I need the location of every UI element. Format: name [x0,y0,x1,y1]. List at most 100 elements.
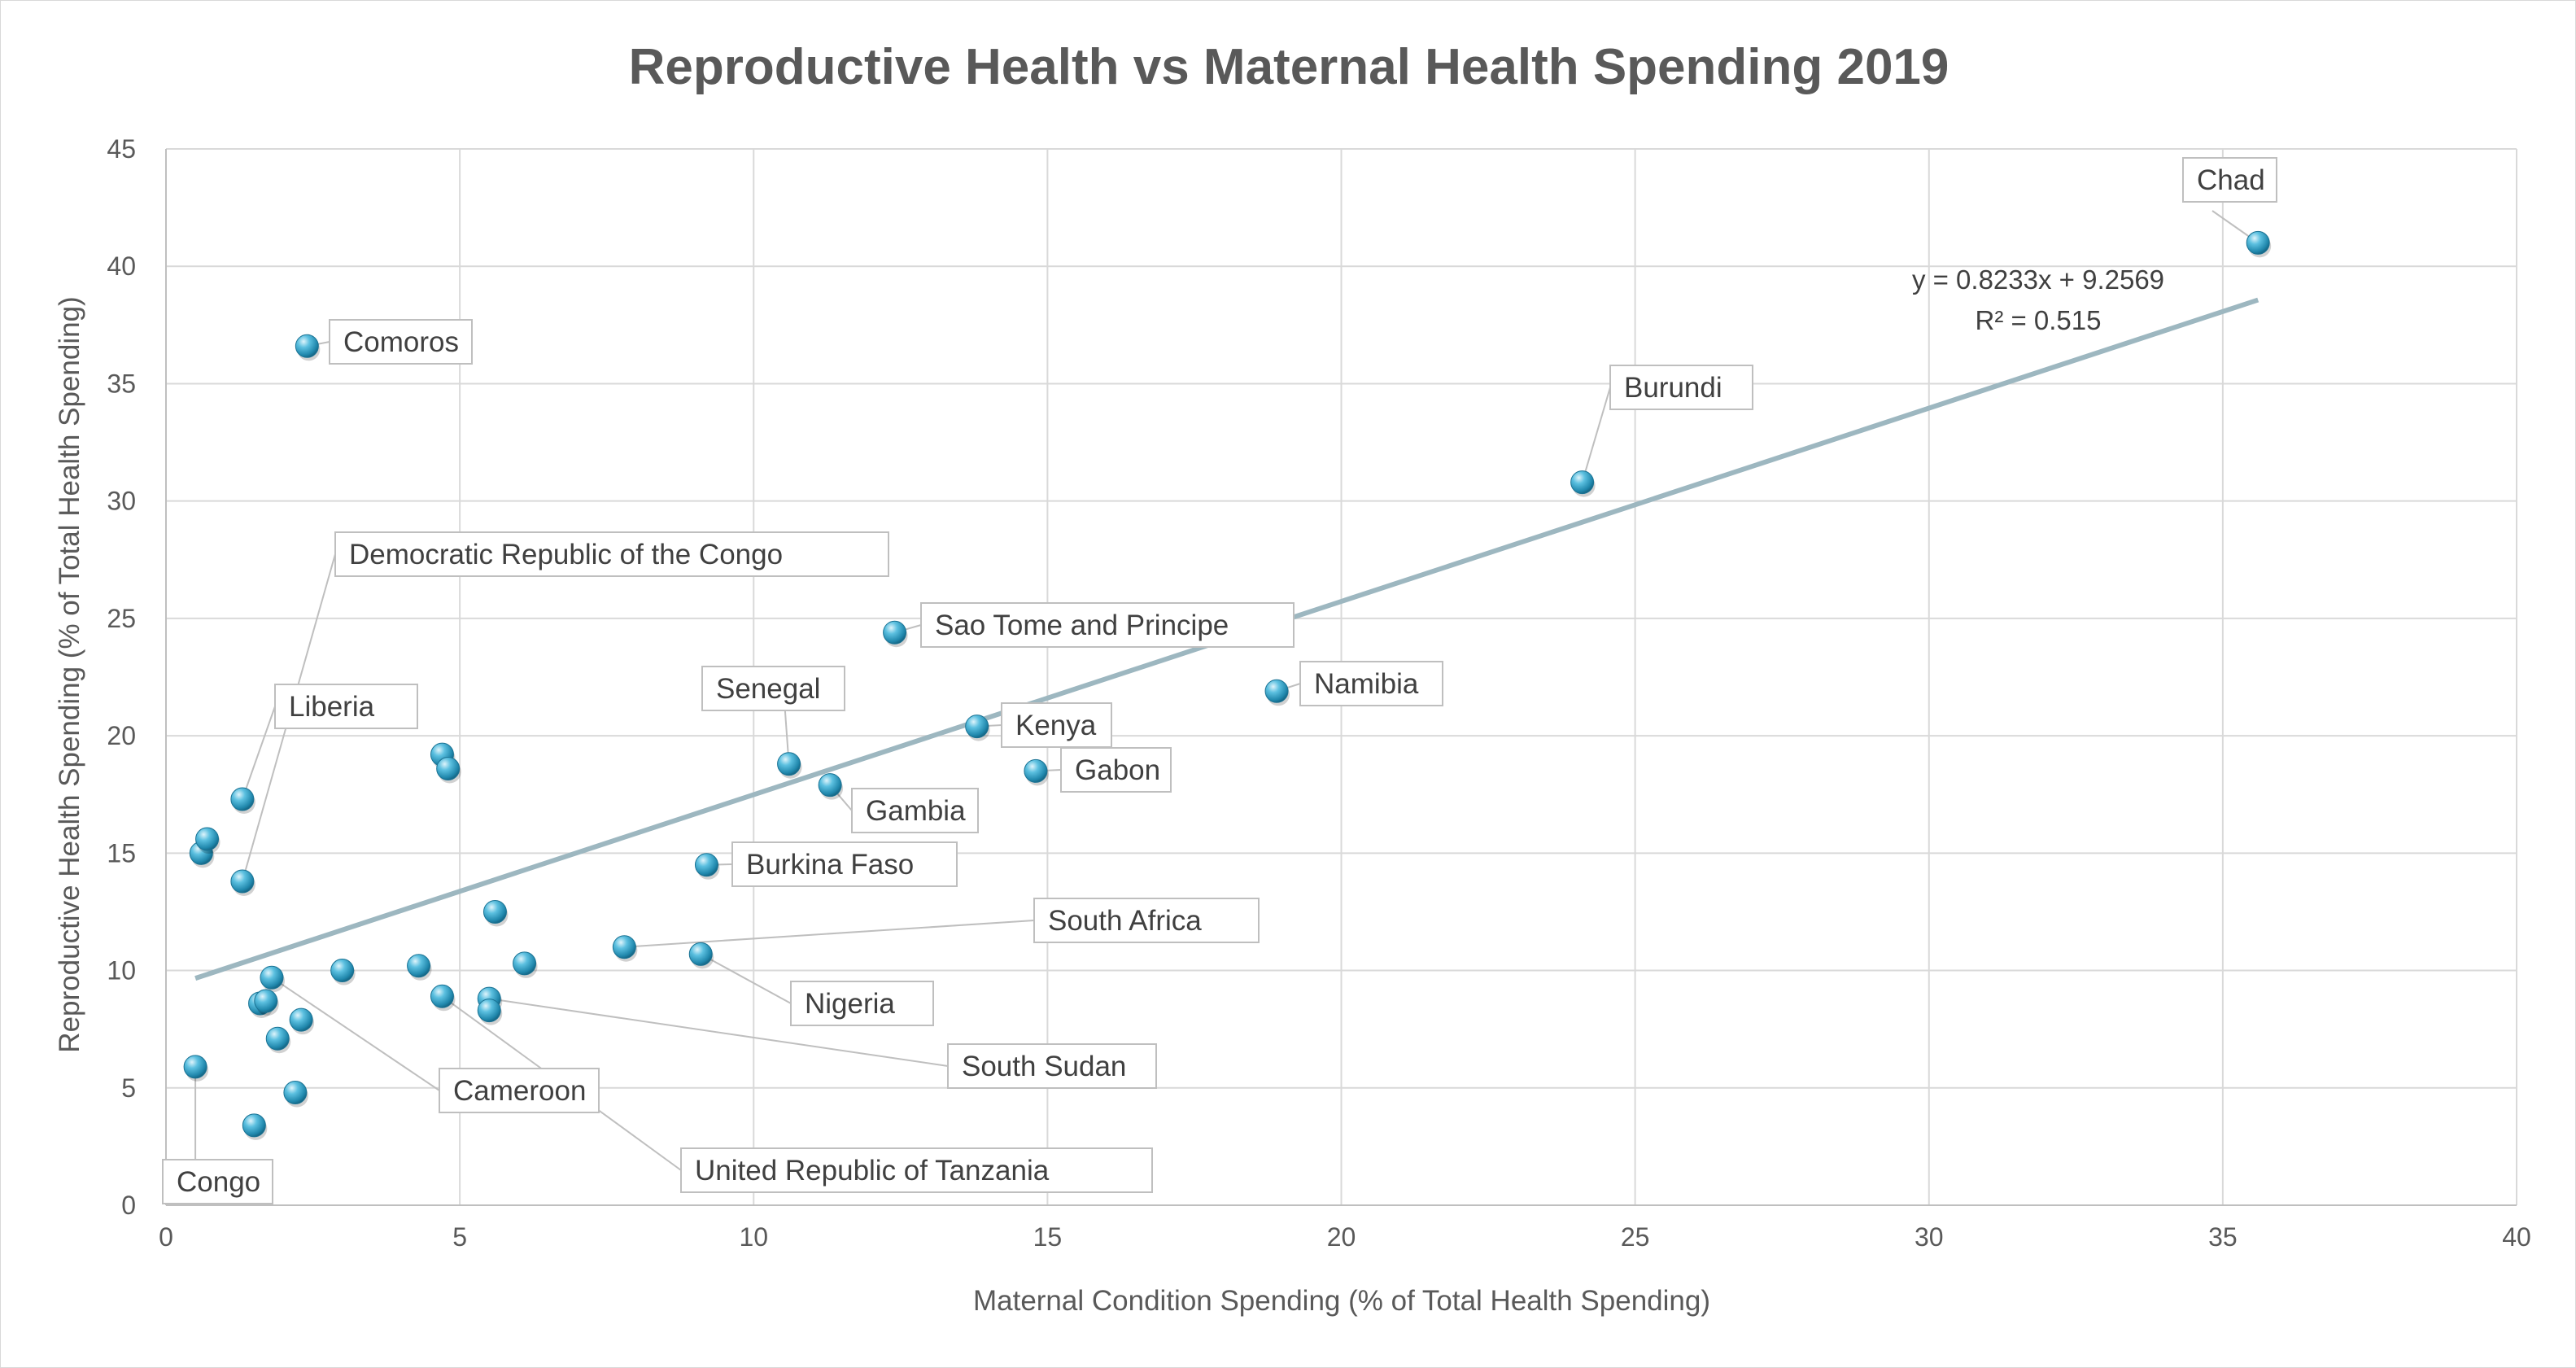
data-point [295,334,319,358]
data-label-box [701,666,845,711]
data-point [289,1007,313,1032]
data-label-box [947,1043,1157,1089]
y-tick-label: 15 [107,838,136,868]
y-tick-label: 0 [121,1191,136,1220]
data-point [694,853,718,877]
data-label: Sao Tome and Principe [935,610,1229,641]
data-point [777,752,801,776]
data-label: Burundi [1624,372,1722,404]
data-point [482,899,507,924]
data-label: Congo [177,1166,260,1198]
data-point [965,715,989,739]
leader-line [489,998,949,1067]
data-point [183,1055,207,1079]
x-tick-label: 35 [2208,1222,2238,1252]
x-tick-label: 10 [739,1222,768,1252]
data-label: Burkina Faso [746,849,914,881]
data-label-box [329,319,473,365]
data-label: Chad [2197,164,2265,196]
leader-line [700,953,792,1004]
data-point [283,1081,308,1105]
y-axis-title: Reproductive Health Spending (% of Total… [54,296,85,1052]
leader-line [1581,387,1611,483]
data-label-box [680,1147,1153,1193]
data-point [883,620,907,645]
data-label-box [851,788,979,833]
data-label: South Africa [1048,905,1202,937]
data-point [436,756,461,780]
x-tick-label: 5 [452,1222,467,1252]
data-point [612,935,636,959]
data-label: Liberia [289,691,375,723]
axes: 0 5 10 15 20 25 30 35 40 0 5 10 15 20 25 30 35 40 45 [107,134,2530,1252]
data-label: South Sudan [962,1051,1126,1082]
data-point [230,869,255,894]
data-label: Gambia [866,795,966,827]
data-points [183,230,2272,1140]
y-tick-label: 5 [121,1073,136,1103]
data-label-box [1033,898,1260,943]
y-tick-label: 25 [107,604,136,633]
x-axis-title: Maternal Condition Spending (% of Total … [973,1285,1710,1317]
data-point [688,942,713,966]
data-label: Comoros [343,326,459,358]
data-label-box [439,1068,600,1113]
data-point [254,989,278,1013]
data-label: United Republic of Tanzania [695,1155,1050,1187]
data-point [430,984,454,1008]
data-point [1264,679,1289,703]
data-point [242,1113,266,1138]
data-point [2246,230,2270,255]
y-tick-label: 30 [107,487,136,516]
data-labels: Chad Burundi Comoros Sao Tome and Principe N… [162,157,2277,1204]
data-point [513,951,537,976]
leader-lines [194,210,2259,1171]
data-point [230,787,255,811]
x-tick-label: 0 [159,1222,173,1252]
data-label-box [790,981,934,1026]
data-label: Democratic Republic of the Congo [349,539,783,570]
trendline-equation: y = 0.8233x + 9.2569 [1912,264,2164,295]
x-tick-label: 30 [1915,1222,1944,1252]
data-point [1024,758,1048,783]
x-tick-label: 15 [1033,1222,1063,1252]
trendline-r-squared: R² = 0.515 [1975,305,2101,335]
data-point [195,827,220,851]
gridlines [166,148,2517,1205]
data-label-box [2182,157,2277,203]
data-point [265,1026,290,1051]
x-tick-label: 25 [1621,1222,1650,1252]
data-point [330,959,355,983]
data-label-box [1060,747,1172,793]
data-label: Gabon [1075,754,1160,786]
data-label-box [1609,365,1753,410]
y-tick-label: 45 [107,134,136,164]
data-label: Nigeria [805,988,895,1020]
data-label-box [274,684,418,729]
data-label-box [162,1159,273,1204]
data-point [407,954,431,978]
leader-line [624,920,1035,948]
chart-title: Reproductive Health vs Maternal Health S… [629,39,1949,95]
data-label-box [731,841,958,887]
data-point [260,965,284,990]
leader-line [241,706,276,800]
data-point [477,999,501,1023]
data-point [1570,470,1595,495]
x-tick-label: 40 [2502,1222,2531,1252]
data-label-box [1001,702,1112,748]
data-label: Senegal [716,673,820,705]
data-point [818,773,842,798]
data-label-box [334,531,889,577]
leader-line [271,977,440,1091]
data-label: Kenya [1015,710,1097,741]
data-label-box [920,602,1295,648]
y-tick-label: 10 [107,956,136,986]
y-tick-label: 20 [107,721,136,750]
data-label-box [1299,661,1443,706]
data-label: Cameroon [453,1075,586,1107]
y-tick-label: 40 [107,251,136,281]
y-tick-label: 35 [107,369,136,398]
